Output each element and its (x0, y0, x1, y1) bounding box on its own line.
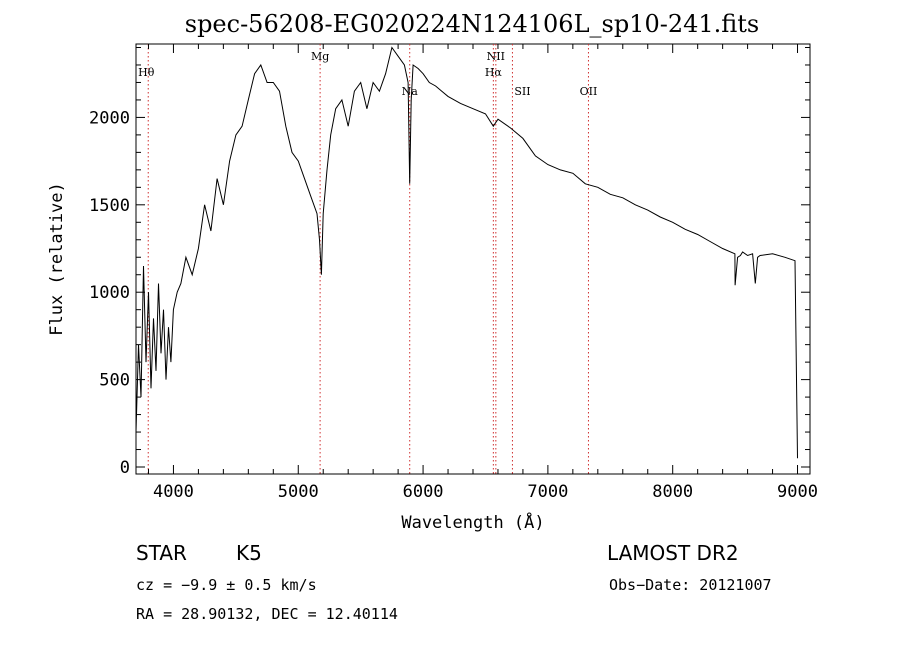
marker-label: NII (487, 50, 505, 63)
redshift-velocity: cz = −9.9 ± 0.5 km/s (136, 576, 317, 594)
marker-label: Na (402, 85, 419, 98)
y-tick-label: 2000 (89, 108, 130, 128)
marker-label: Hα (485, 66, 503, 79)
emission-line-markers: Hθ Mg Na NII Hα SII OII (138, 44, 597, 474)
x-tick-label: 4000 (153, 482, 194, 502)
subclass: K5 (236, 541, 262, 565)
info-panel: STAR K5 LAMOST DR2 cz = −9.9 ± 0.5 km/s … (136, 541, 772, 623)
y-tick-label: 0 (120, 458, 130, 478)
spectrum-line (135, 46, 798, 459)
x-tick-label: 7000 (527, 482, 568, 502)
chart-title: spec-56208-EG020224N124106L_sp10-241.fit… (185, 10, 760, 38)
axis-ticks: 4000 5000 6000 7000 8000 9000 0 500 1000 1500 2000 (89, 44, 818, 502)
survey-name: LAMOST DR2 (607, 541, 739, 565)
object-class: STAR (136, 541, 187, 565)
x-axis-label: Wavelength (Å) (401, 511, 544, 533)
x-tick-label: 9000 (777, 482, 818, 502)
x-tick-label: 6000 (403, 482, 444, 502)
marker-label: SII (514, 85, 530, 98)
y-tick-label: 500 (99, 371, 130, 391)
coordinates: RA = 28.90132, DEC = 12.40114 (136, 605, 398, 623)
x-tick-label: 8000 (652, 482, 693, 502)
y-tick-label: 1500 (89, 196, 130, 216)
y-tick-label: 1000 (89, 283, 130, 303)
x-tick-label: 5000 (278, 482, 319, 502)
marker-label: Mg (311, 50, 329, 63)
marker-label: OII (580, 85, 598, 98)
observation-date: Obs−Date: 20121007 (609, 576, 772, 594)
y-axis-label: Flux (relative) (47, 182, 67, 336)
marker-label: Hθ (138, 66, 155, 79)
